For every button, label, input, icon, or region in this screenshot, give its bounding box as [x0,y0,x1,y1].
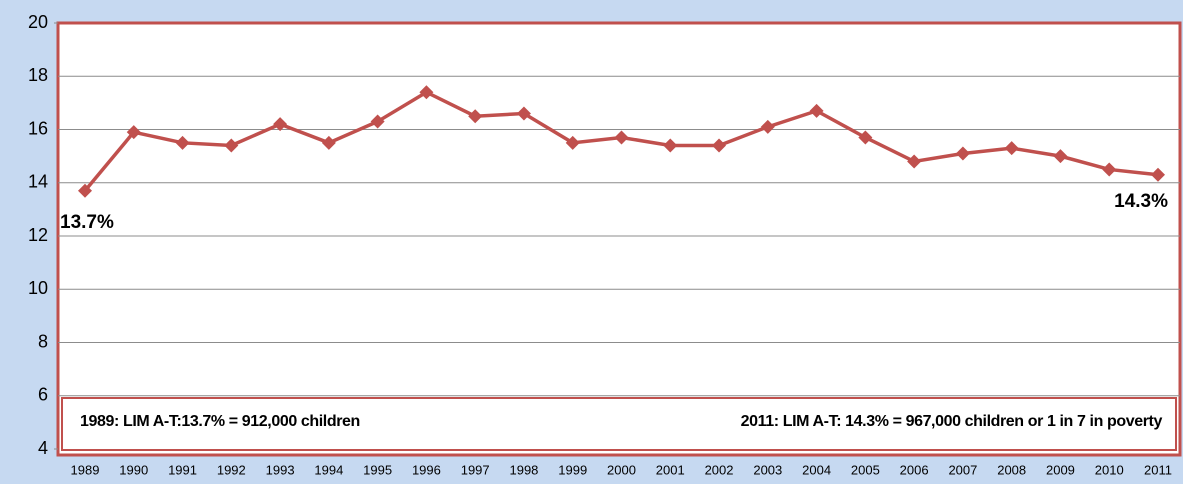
x-tick-label: 1996 [412,462,441,477]
marker [468,109,483,124]
plot-area [56,21,1182,457]
marker [809,103,824,118]
x-tick-label: 2000 [607,462,636,477]
y-tick-label: 12 [28,225,48,245]
y-tick-label: 14 [28,172,48,192]
y-tick-label: 16 [28,118,48,138]
y-tick-label: 10 [28,278,48,298]
data-label: 14.3% [1114,191,1168,212]
x-tick-label: 1992 [217,462,246,477]
marker [370,114,385,129]
x-tick-label: 1997 [461,462,490,477]
x-tick-label: 2002 [705,462,734,477]
x-tick-label: 2010 [1095,462,1124,477]
marker [321,135,336,150]
y-tick-label: 8 [38,331,48,351]
marker [1004,141,1019,156]
x-tick-label: 1991 [168,462,197,477]
data-label: 13.7% [60,212,114,233]
marker [565,135,580,150]
marker [955,146,970,161]
marker [907,154,922,169]
marker [126,125,141,140]
x-tick-label: 2009 [1046,462,1075,477]
marker [419,85,434,100]
marker [78,183,92,198]
marker [1053,149,1068,164]
marker [614,130,629,145]
marker [1151,167,1165,182]
marker [712,138,727,153]
x-tick-label: 1993 [266,462,295,477]
x-tick-label: 1994 [314,462,343,477]
x-tick-label: 2001 [656,462,685,477]
x-tick-label: 2011 [1144,462,1172,477]
x-tick-label: 2003 [753,462,782,477]
x-tick-label: 1989 [71,462,100,477]
x-tick-label: 2006 [900,462,929,477]
x-tick-label: 2005 [851,462,880,477]
marker [760,119,775,134]
x-tick-label: 2007 [948,462,977,477]
marker [663,138,678,153]
x-tick-label: 1998 [509,462,538,477]
annotation: 1989: LIM A-T:13.7% = 912,000 children [80,413,360,430]
marker [516,106,531,121]
marker [273,117,288,132]
marker [858,130,873,145]
x-tick-label: 1999 [558,462,587,477]
x-tick-label: 2008 [997,462,1026,477]
x-tick-label: 2004 [802,462,831,477]
y-tick-label: 4 [38,438,48,458]
x-tick-label: 1990 [119,462,148,477]
marker [175,135,190,150]
annotation-box [61,397,1177,451]
y-tick-label: 18 [28,65,48,85]
marker [224,138,239,153]
marker [1102,162,1117,177]
x-tick-label: 1995 [363,462,392,477]
y-tick-label: 20 [28,12,48,32]
y-tick-label: 6 [38,385,48,405]
annotation: 2011: LIM A-T: 14.3% = 967,000 children … [741,413,1163,430]
